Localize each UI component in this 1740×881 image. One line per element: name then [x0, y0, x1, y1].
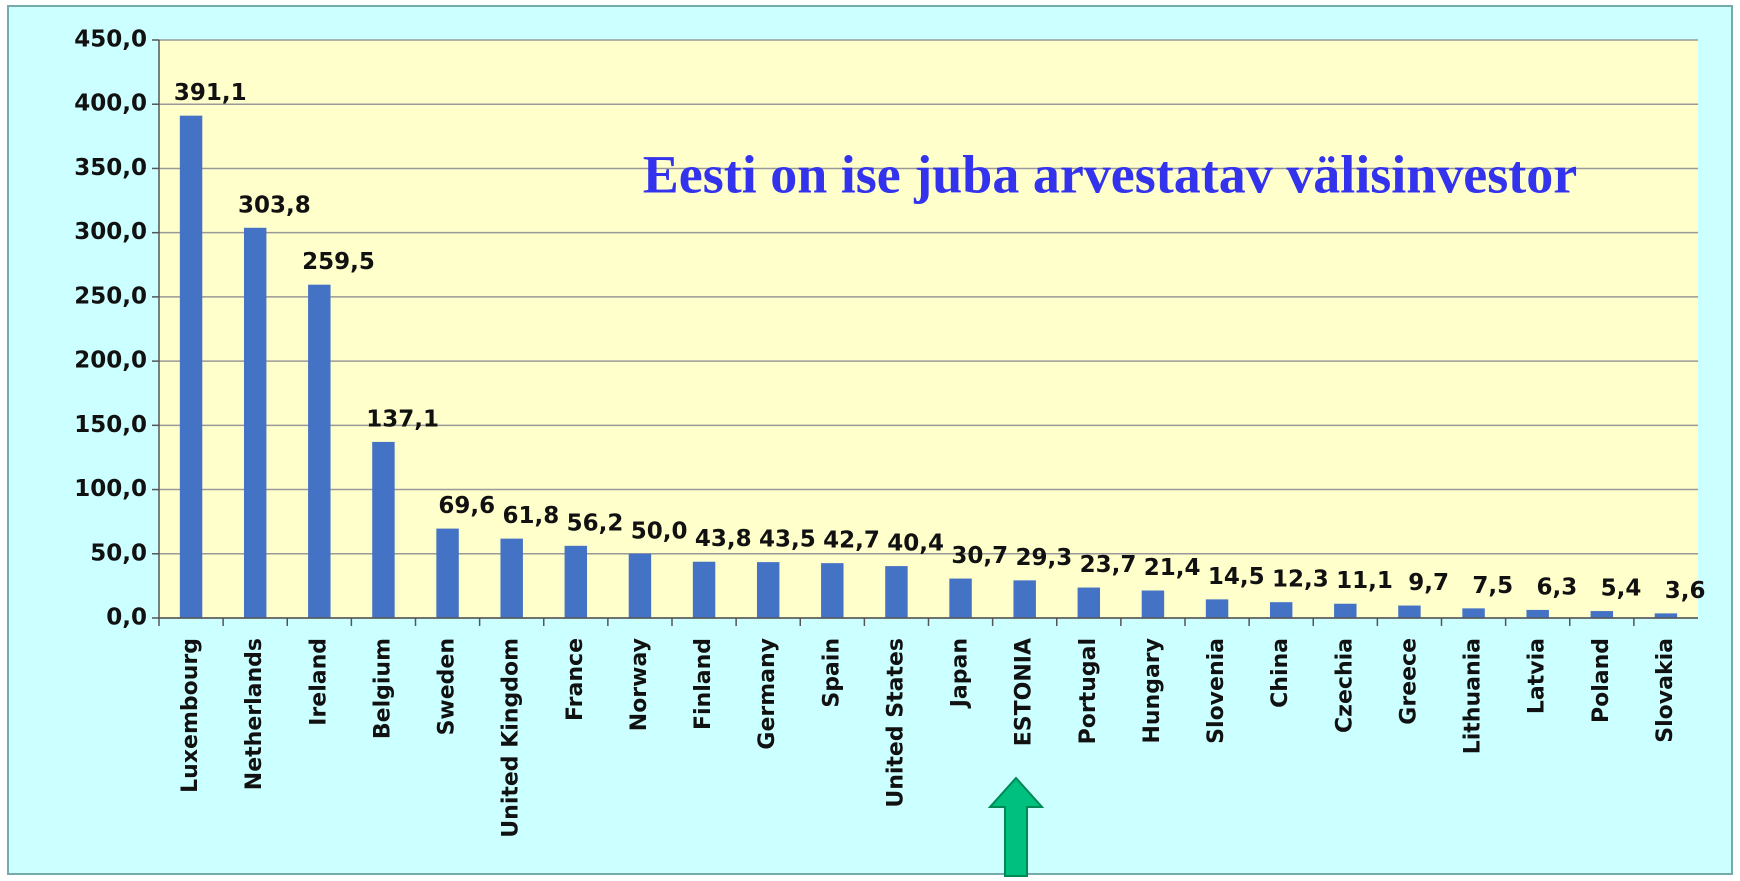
- value-label: 12,3: [1272, 567, 1329, 593]
- value-label: 30,7: [951, 543, 1008, 569]
- bar: [1590, 611, 1614, 618]
- bar: [885, 566, 908, 618]
- y-tick-label: 0,0: [106, 605, 147, 631]
- x-tick-label: Norway: [627, 638, 652, 731]
- bar: [1462, 608, 1485, 618]
- bar: [756, 562, 780, 618]
- bar: [821, 563, 844, 618]
- y-tick-label: 150,0: [74, 412, 147, 438]
- bar: [1654, 613, 1678, 618]
- x-tick-label: Ireland: [306, 638, 331, 726]
- x-tick-label: Portugal: [1076, 638, 1101, 744]
- value-label: 259,5: [302, 249, 375, 275]
- bar: [243, 227, 267, 619]
- value-label: 50,0: [631, 518, 688, 544]
- bar: [628, 553, 652, 618]
- x-tick-label: Spain: [819, 638, 844, 708]
- x-tick-label: United Kingdom: [499, 638, 524, 838]
- bar: [1526, 609, 1549, 618]
- x-tick-label: China: [1268, 638, 1293, 708]
- value-label: 43,8: [695, 526, 752, 552]
- value-label: 6,3: [1537, 574, 1578, 600]
- x-tick-label: Slovenia: [1204, 638, 1229, 744]
- y-tick-label: 350,0: [74, 155, 147, 181]
- x-tick-label: Belgium: [370, 638, 395, 739]
- x-tick-label: ESTONIA: [1012, 638, 1037, 746]
- x-tick-label: Poland: [1589, 638, 1614, 723]
- bar: [949, 578, 972, 618]
- value-label: 21,4: [1144, 555, 1201, 581]
- value-label: 42,7: [823, 528, 880, 554]
- bar: [1269, 602, 1293, 618]
- bar: [1205, 599, 1229, 618]
- value-label: 56,2: [567, 510, 624, 536]
- y-tick-label: 100,0: [74, 476, 147, 502]
- x-tick-label: Germany: [755, 638, 780, 750]
- value-label: 23,7: [1080, 552, 1137, 578]
- y-tick-label: 400,0: [74, 91, 147, 117]
- y-tick-label: 250,0: [74, 283, 147, 309]
- y-tick-label: 200,0: [74, 348, 147, 374]
- bar: [1077, 587, 1101, 618]
- bar: [179, 115, 203, 618]
- chart-title: Eesti on ise juba arvestatav välisinvest…: [643, 144, 1577, 204]
- arrow: [987, 776, 1045, 877]
- x-tick-label: Czechia: [1332, 638, 1357, 733]
- value-label: 303,8: [238, 192, 311, 218]
- value-label: 43,5: [759, 527, 816, 553]
- bar: [1141, 590, 1165, 618]
- value-label: 40,4: [887, 531, 944, 557]
- x-tick-label: Finland: [691, 638, 716, 730]
- x-tick-label: Sweden: [435, 638, 460, 735]
- value-label: 29,3: [1016, 545, 1073, 571]
- bar: [564, 545, 588, 618]
- x-tick-label: Hungary: [1140, 638, 1165, 744]
- y-tick-label: 450,0: [74, 27, 147, 53]
- bar: [1398, 605, 1421, 618]
- value-label: 11,1: [1336, 568, 1393, 594]
- x-tick-label: Netherlands: [242, 638, 267, 790]
- bar: [692, 561, 716, 618]
- bar: [1013, 580, 1036, 618]
- x-tick-label: France: [563, 638, 588, 721]
- bar: [372, 441, 395, 618]
- bar: [500, 538, 523, 618]
- x-tick-label: Luxembourg: [178, 638, 203, 793]
- value-label: 391,1: [174, 80, 247, 106]
- x-tick-label: Slovakia: [1653, 638, 1678, 743]
- x-tick-label: Greece: [1396, 638, 1421, 725]
- value-label: 137,1: [366, 406, 439, 432]
- value-label: 3,6: [1665, 578, 1706, 604]
- plot-area: [159, 40, 1698, 618]
- value-label: 9,7: [1408, 570, 1449, 596]
- value-label: 69,6: [438, 493, 495, 519]
- y-tick-label: 300,0: [74, 219, 147, 245]
- y-tick-label: 50,0: [90, 540, 147, 566]
- value-label: 14,5: [1208, 564, 1265, 590]
- x-tick-label: Japan: [948, 638, 973, 709]
- x-tick-label: Lithuania: [1461, 638, 1486, 754]
- value-label: 7,5: [1472, 573, 1513, 599]
- value-label: 5,4: [1601, 576, 1642, 602]
- bar: [436, 528, 459, 618]
- x-tick-label: United States: [883, 638, 908, 808]
- x-tick-label: Latvia: [1525, 638, 1550, 714]
- value-label: 61,8: [503, 503, 560, 529]
- bar: [308, 284, 331, 618]
- bar: [1334, 603, 1357, 618]
